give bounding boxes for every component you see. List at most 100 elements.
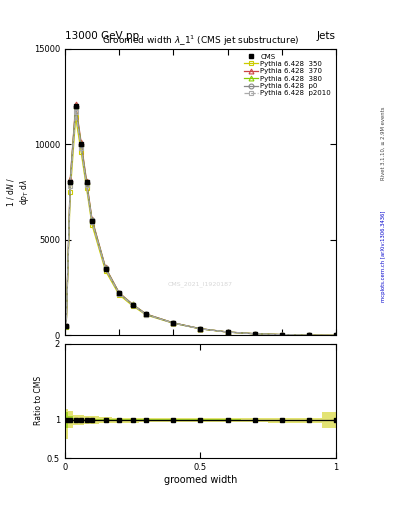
Pythia 6.428  380 xyxy=(84,179,89,185)
Pythia 6.428  370 xyxy=(90,216,94,222)
Pythia 6.428  370 xyxy=(130,301,135,307)
Pythia 6.428  p2010 xyxy=(130,302,135,308)
Pythia 6.428  p0 xyxy=(68,179,73,185)
Pythia 6.428  p0 xyxy=(279,332,284,338)
Pythia 6.428  370 xyxy=(144,311,149,317)
CMS xyxy=(198,326,203,332)
Pythia 6.428  350 xyxy=(84,185,89,191)
Pythia 6.428  380 xyxy=(130,302,135,308)
Pythia 6.428  p2010 xyxy=(68,183,73,189)
CMS xyxy=(225,329,230,335)
Pythia 6.428  p0 xyxy=(117,290,121,296)
Pythia 6.428  p0 xyxy=(103,265,108,271)
Pythia 6.428  370 xyxy=(79,139,83,145)
Pythia 6.428  350 xyxy=(198,326,203,332)
Pythia 6.428  380 xyxy=(90,217,94,223)
Pythia 6.428  350 xyxy=(252,331,257,337)
Pythia 6.428  380 xyxy=(279,332,284,338)
CMS xyxy=(73,103,78,109)
Line: Pythia 6.428  p2010: Pythia 6.428 p2010 xyxy=(64,110,338,338)
Pythia 6.428  p0 xyxy=(79,142,83,148)
Text: 13000 GeV pp: 13000 GeV pp xyxy=(65,31,139,41)
Pythia 6.428  370 xyxy=(279,332,284,338)
Pythia 6.428  350 xyxy=(171,320,176,326)
Pythia 6.428  370 xyxy=(64,322,68,328)
Text: Jets: Jets xyxy=(317,31,336,41)
Pythia 6.428  380 xyxy=(225,329,230,335)
Pythia 6.428  380 xyxy=(252,331,257,337)
Pythia 6.428  380 xyxy=(198,326,203,332)
Pythia 6.428  p2010 xyxy=(79,145,83,151)
Pythia 6.428  p0 xyxy=(84,180,89,186)
CMS xyxy=(79,141,83,147)
Legend: CMS, Pythia 6.428  350, Pythia 6.428  370, Pythia 6.428  380, Pythia 6.428  p0, : CMS, Pythia 6.428 350, Pythia 6.428 370,… xyxy=(242,52,332,98)
CMS xyxy=(64,323,68,329)
CMS xyxy=(90,218,94,224)
Pythia 6.428  p0 xyxy=(334,332,338,338)
Pythia 6.428  370 xyxy=(117,290,121,296)
Pythia 6.428  p2010 xyxy=(334,332,338,338)
Text: mcplots.cern.ch [arXiv:1306.3436]: mcplots.cern.ch [arXiv:1306.3436] xyxy=(381,210,386,302)
Pythia 6.428  370 xyxy=(252,331,257,337)
Pythia 6.428  350 xyxy=(144,312,149,318)
Pythia 6.428  380 xyxy=(307,332,311,338)
CMS xyxy=(252,331,257,337)
Line: Pythia 6.428  350: Pythia 6.428 350 xyxy=(64,115,338,338)
Title: Groomed width $\lambda\_1^1$ (CMS jet substructure): Groomed width $\lambda\_1^1$ (CMS jet su… xyxy=(102,34,299,49)
Pythia 6.428  p2010 xyxy=(225,329,230,335)
Pythia 6.428  p2010 xyxy=(90,219,94,225)
Pythia 6.428  380 xyxy=(117,290,121,296)
Pythia 6.428  p2010 xyxy=(252,331,257,337)
Pythia 6.428  380 xyxy=(68,178,73,184)
Pythia 6.428  p2010 xyxy=(279,332,284,338)
Pythia 6.428  p0 xyxy=(307,332,311,338)
Pythia 6.428  p0 xyxy=(64,323,68,329)
Pythia 6.428  370 xyxy=(68,176,73,182)
Pythia 6.428  380 xyxy=(64,323,68,329)
Line: Pythia 6.428  380: Pythia 6.428 380 xyxy=(64,103,338,338)
Pythia 6.428  350 xyxy=(68,189,73,195)
Pythia 6.428  380 xyxy=(144,311,149,317)
Pythia 6.428  p0 xyxy=(90,217,94,223)
Pythia 6.428  350 xyxy=(79,149,83,155)
Pythia 6.428  370 xyxy=(334,332,338,338)
Pythia 6.428  p2010 xyxy=(144,312,149,318)
Line: Pythia 6.428  p0: Pythia 6.428 p0 xyxy=(64,104,338,338)
Pythia 6.428  350 xyxy=(90,222,94,228)
Pythia 6.428  350 xyxy=(103,268,108,274)
Pythia 6.428  350 xyxy=(334,332,338,338)
Pythia 6.428  380 xyxy=(334,332,338,338)
CMS xyxy=(171,320,176,326)
Pythia 6.428  380 xyxy=(171,320,176,326)
Text: CMS_2021_I1920187: CMS_2021_I1920187 xyxy=(168,281,233,287)
CMS xyxy=(144,311,149,317)
Pythia 6.428  p0 xyxy=(198,326,203,332)
Pythia 6.428  370 xyxy=(84,178,89,184)
Pythia 6.428  p2010 xyxy=(307,332,311,338)
Pythia 6.428  350 xyxy=(73,114,78,120)
Pythia 6.428  350 xyxy=(225,329,230,335)
Pythia 6.428  p0 xyxy=(130,302,135,308)
Pythia 6.428  p2010 xyxy=(64,323,68,329)
Pythia 6.428  370 xyxy=(225,329,230,335)
Pythia 6.428  350 xyxy=(64,325,68,331)
CMS xyxy=(68,179,73,185)
Pythia 6.428  p2010 xyxy=(171,320,176,326)
Pythia 6.428  350 xyxy=(279,332,284,338)
Pythia 6.428  370 xyxy=(171,320,176,326)
Pythia 6.428  350 xyxy=(307,332,311,338)
Pythia 6.428  370 xyxy=(198,326,203,332)
Pythia 6.428  p0 xyxy=(225,329,230,335)
Pythia 6.428  370 xyxy=(73,101,78,107)
CMS xyxy=(84,179,89,185)
CMS xyxy=(307,332,311,338)
Pythia 6.428  p0 xyxy=(73,104,78,110)
Pythia 6.428  380 xyxy=(103,265,108,271)
Pythia 6.428  350 xyxy=(130,303,135,309)
Pythia 6.428  p2010 xyxy=(73,109,78,115)
Line: CMS: CMS xyxy=(64,103,338,338)
Pythia 6.428  p0 xyxy=(144,311,149,317)
CMS xyxy=(130,302,135,308)
CMS xyxy=(103,266,108,272)
Pythia 6.428  380 xyxy=(73,103,78,109)
